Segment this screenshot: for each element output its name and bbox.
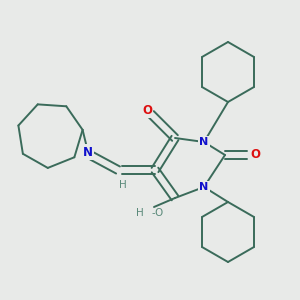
- Text: H: H: [136, 208, 144, 218]
- Text: N: N: [200, 137, 208, 147]
- Text: H: H: [119, 180, 127, 190]
- Text: O: O: [250, 148, 260, 161]
- Text: N: N: [200, 182, 208, 192]
- Text: -O: -O: [151, 208, 163, 218]
- Text: N: N: [83, 146, 93, 158]
- Text: O: O: [142, 103, 152, 116]
